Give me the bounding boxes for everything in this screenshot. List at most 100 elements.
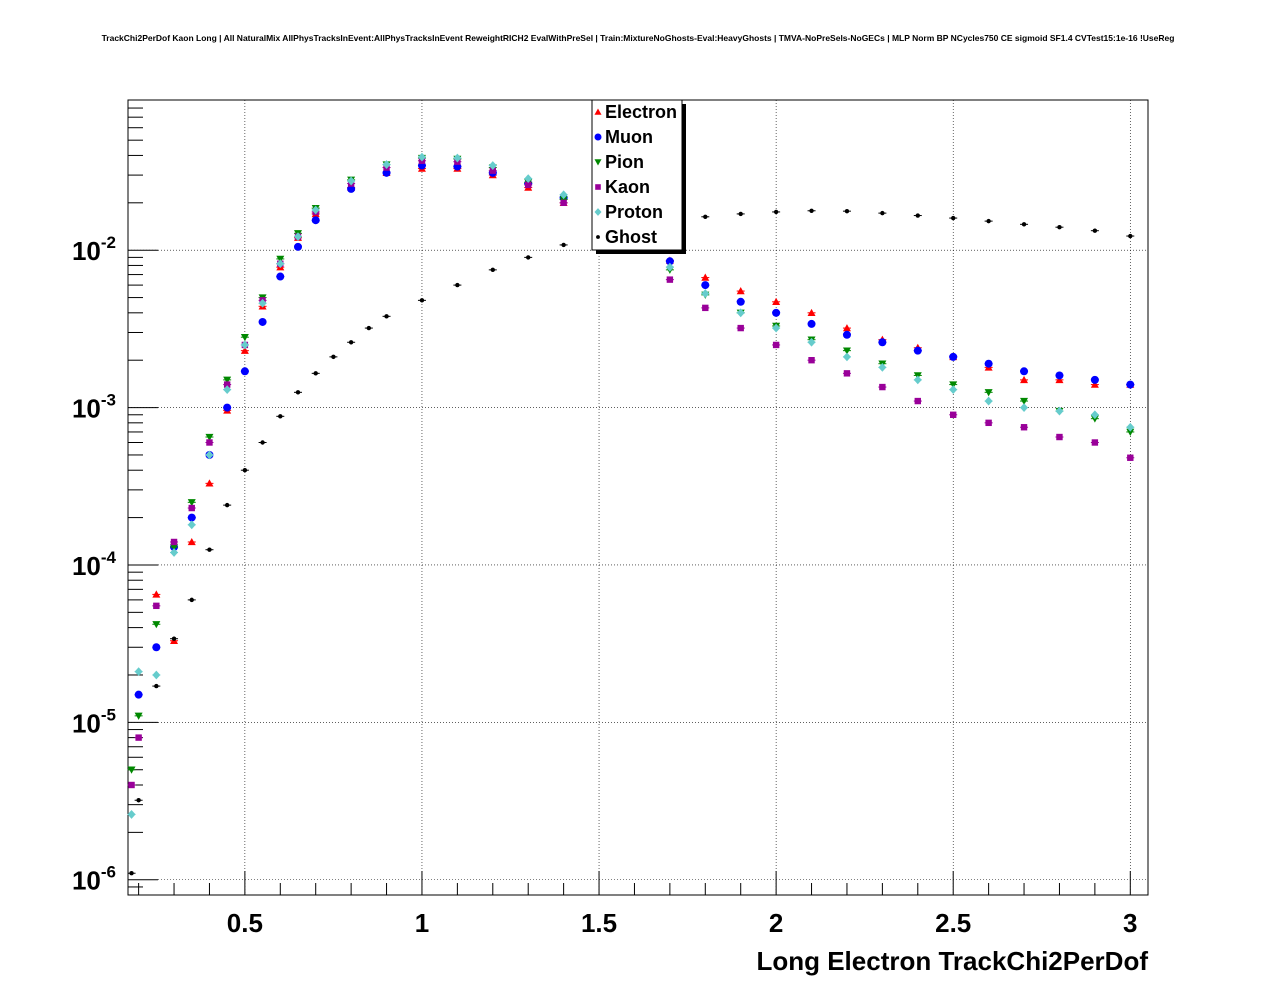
- data-point: [276, 272, 285, 281]
- legend: Electron Muon Pion Kaon Proton Ghost: [591, 99, 686, 254]
- data-point: [560, 199, 567, 207]
- data-point: [311, 205, 320, 215]
- data-point: [189, 597, 194, 603]
- data-point: [136, 798, 141, 803]
- data-point: [1020, 424, 1028, 431]
- data-point: [240, 340, 249, 350]
- data-point: [187, 520, 196, 530]
- data-point: [1090, 410, 1099, 420]
- data-point: [1056, 433, 1063, 441]
- data-point: [984, 359, 993, 368]
- data-point: [666, 276, 674, 283]
- data-point: [171, 636, 177, 641]
- data-point: [949, 385, 958, 395]
- data-point: [1090, 375, 1099, 384]
- series-ghost: [127, 208, 1135, 876]
- data-point: [596, 235, 600, 239]
- data-point: [701, 273, 710, 281]
- series-layer: [127, 152, 1135, 876]
- data-point: [736, 297, 745, 306]
- x-tick-label: 2.5: [935, 908, 971, 938]
- y-tick-label: 10-3: [72, 391, 116, 424]
- data-point: [773, 209, 779, 215]
- data-point: [224, 502, 230, 508]
- data-point: [129, 871, 134, 876]
- data-point: [331, 354, 336, 360]
- data-point: [205, 450, 214, 460]
- data-point: [879, 383, 886, 391]
- data-point: [170, 548, 179, 557]
- data-point: [665, 262, 674, 272]
- data-point: [772, 323, 781, 333]
- data-point: [594, 133, 602, 141]
- data-point: [807, 337, 816, 347]
- data-point: [1126, 422, 1135, 432]
- data-point: [701, 281, 710, 290]
- data-point: [347, 176, 356, 186]
- data-point: [561, 242, 566, 248]
- data-point: [205, 433, 214, 442]
- legend-entry-label: Electron: [605, 102, 677, 122]
- data-point: [808, 356, 815, 364]
- x-axis-title: Long Electron TrackChi2PerDof: [756, 946, 1148, 976]
- x-tick-label: 3: [1123, 908, 1137, 938]
- data-point: [1128, 233, 1133, 239]
- data-point: [384, 314, 389, 319]
- data-point: [258, 317, 267, 326]
- data-point: [1092, 228, 1098, 233]
- data-point: [127, 766, 136, 774]
- data-point: [736, 287, 745, 295]
- data-point: [1020, 367, 1029, 376]
- data-point: [844, 208, 850, 214]
- data-point: [913, 346, 922, 355]
- data-point: [949, 381, 958, 389]
- data-point: [276, 259, 285, 269]
- data-point: [152, 621, 161, 629]
- data-point: [240, 333, 249, 342]
- data-point: [382, 160, 391, 169]
- data-point: [154, 683, 159, 689]
- data-point: [152, 643, 161, 652]
- data-point: [807, 319, 816, 328]
- data-point: [524, 174, 533, 184]
- data-point: [188, 504, 195, 512]
- legend-entry-label: Muon: [605, 127, 653, 147]
- data-point: [984, 396, 993, 406]
- data-point: [1091, 439, 1099, 446]
- legend-entry-label: Pion: [605, 152, 644, 172]
- x-tick-label: 1.5: [581, 908, 617, 938]
- data-point: [134, 667, 143, 677]
- data-point: [842, 330, 851, 339]
- data-point: [311, 216, 320, 225]
- data-point: [702, 304, 709, 312]
- data-point: [772, 308, 781, 317]
- data-point: [127, 810, 136, 819]
- data-point: [772, 341, 780, 349]
- legend-entry-label: Proton: [605, 202, 663, 222]
- data-point: [736, 308, 745, 318]
- data-point: [134, 712, 143, 720]
- data-point: [950, 411, 957, 418]
- data-point: [1020, 397, 1029, 406]
- data-point: [1090, 380, 1099, 388]
- data-point: [526, 255, 531, 260]
- legend-box: [591, 99, 683, 251]
- x-tick-label: 2: [769, 908, 783, 938]
- data-point: [242, 468, 248, 473]
- y-tick-label: 10-5: [72, 705, 116, 738]
- data-point: [488, 161, 497, 170]
- data-point: [294, 232, 302, 241]
- data-point: [949, 352, 958, 361]
- data-point: [738, 211, 743, 217]
- data-point: [1055, 375, 1064, 384]
- data-point: [313, 371, 318, 376]
- data-point: [915, 213, 920, 218]
- data-point: [842, 352, 851, 362]
- data-point: [134, 690, 143, 699]
- data-point: [347, 184, 356, 193]
- data-point: [170, 543, 179, 552]
- data-point: [152, 670, 161, 680]
- data-point: [489, 167, 496, 174]
- y-tick-label: 10-2: [72, 233, 116, 266]
